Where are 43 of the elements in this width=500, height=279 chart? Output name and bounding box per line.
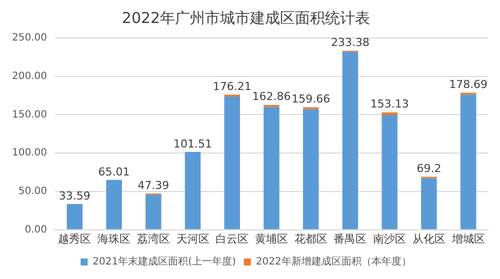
total-label: 176.21 [212, 80, 252, 93]
y-tick-label: 200.00 [12, 70, 47, 82]
total-label: 69.2 [416, 162, 442, 176]
x-tick-label: 天河区 [176, 232, 210, 246]
x-tick-label: 海珠区 [98, 232, 131, 246]
chart-title: 2022年广州市城市建成区面积统计表 [122, 8, 370, 27]
total-label: 101.51 [174, 137, 212, 150]
bar [106, 180, 122, 230]
x-tick-label: 黄埔区 [254, 232, 288, 246]
x-tick-label: 越秀区 [58, 232, 92, 246]
bar [66, 204, 83, 230]
bar [146, 194, 162, 230]
bar [382, 112, 398, 116]
legend-label: 2021年末建成区面积(上一年度) [92, 256, 236, 268]
x-tick-label: 番禺区 [334, 232, 367, 246]
y-tick-label: 150.00 [12, 109, 47, 120]
total-label: 47.39 [138, 178, 170, 192]
bar [184, 152, 201, 230]
x-tick-label: 荔湾区 [136, 232, 170, 246]
total-label: 162.86 [252, 90, 291, 104]
bar [460, 94, 476, 230]
bar [342, 52, 358, 230]
bar [382, 115, 398, 230]
y-tick-label: 250.00 [12, 32, 47, 44]
x-tick-label: 从化区 [412, 232, 446, 246]
total-label: 233.38 [330, 36, 370, 50]
x-tick-label: 白云区 [216, 232, 249, 246]
bar [264, 106, 280, 230]
x-tick-label: 南沙区 [373, 232, 406, 246]
legend-label: 2022年新增建成区面积（本年度） [256, 256, 412, 268]
total-label: 33.59 [58, 189, 90, 202]
x-tick-label: 花都区 [294, 232, 328, 246]
bar [224, 96, 240, 230]
y-tick-label: 50.00 [18, 186, 47, 198]
total-label: 153.13 [370, 98, 409, 111]
total-label: 159.66 [292, 92, 330, 106]
y-tick-label: 100.00 [12, 148, 47, 159]
total-label: 65.01 [98, 165, 130, 178]
y-tick-label: 0.00 [24, 224, 47, 236]
bar [302, 109, 319, 230]
total-label: 178.69 [449, 78, 488, 92]
bar [421, 178, 437, 230]
x-tick-label: 增城区 [450, 232, 485, 246]
